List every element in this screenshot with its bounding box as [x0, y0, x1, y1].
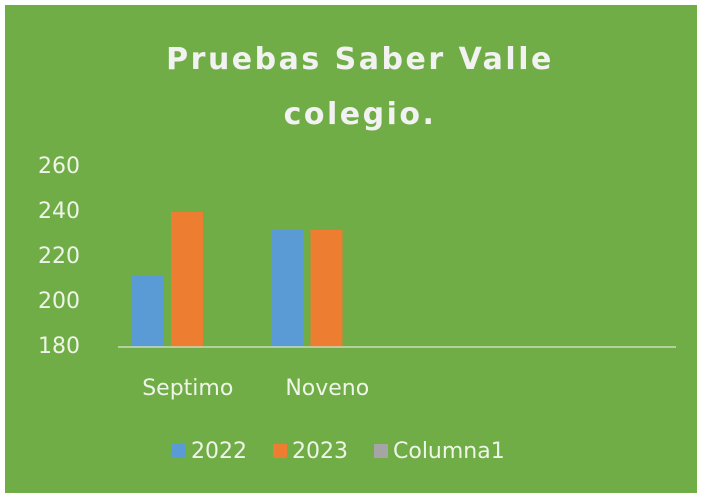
y-tick-label: 180 [38, 334, 80, 359]
x-tick-label: Noveno [285, 376, 369, 401]
bar [171, 212, 203, 347]
chart-background [5, 5, 697, 493]
legend-swatch [374, 444, 388, 458]
y-tick-label: 200 [38, 289, 80, 314]
legend-swatch [172, 444, 186, 458]
y-tick-label: 220 [38, 244, 80, 269]
legend-label: Columna1 [393, 439, 505, 464]
bar [132, 275, 164, 347]
bar [310, 230, 343, 347]
y-tick-label: 240 [38, 199, 80, 224]
legend-label: 2022 [191, 439, 247, 464]
legend-swatch [273, 444, 287, 458]
bar [271, 230, 304, 347]
legend-label: 2023 [292, 439, 348, 464]
chart-title: Pruebas Saber Valle colegio. [166, 42, 554, 132]
y-tick-label: 260 [38, 154, 80, 179]
x-tick-label: Septimo [142, 376, 233, 401]
